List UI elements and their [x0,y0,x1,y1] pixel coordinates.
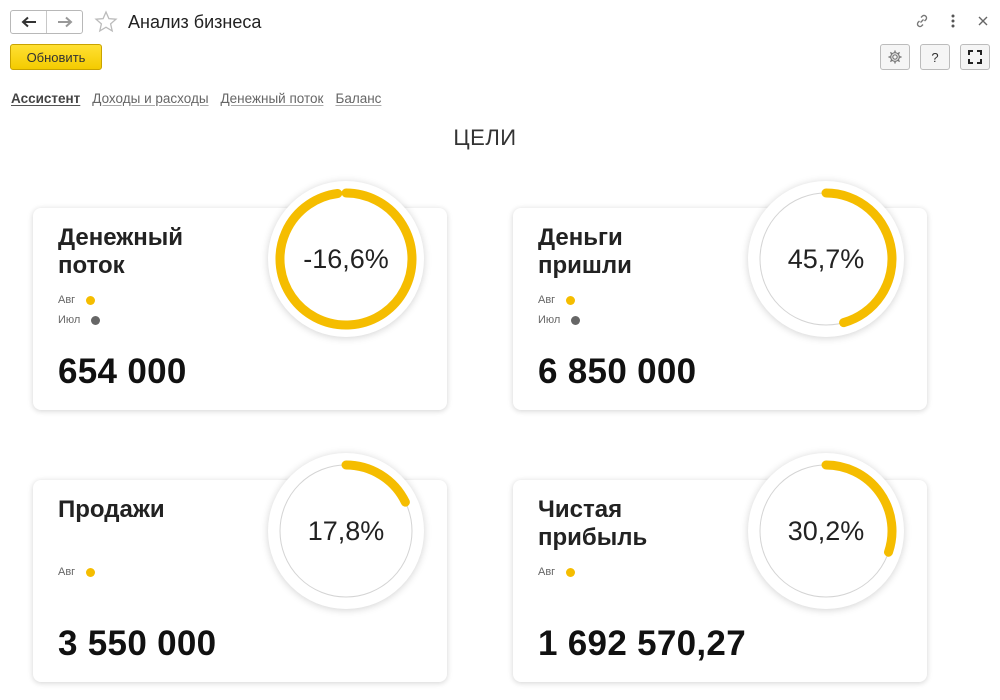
card-value: 654 000 [58,352,187,391]
ring-percent: 45,7% [787,243,865,274]
legend-dot-previous [91,315,101,325]
ring-percent: 17,8% [307,515,385,546]
settings-button[interactable] [880,44,910,70]
fullscreen-button[interactable] [960,44,990,70]
window-title: Анализ бизнеса [128,12,262,32]
ring-arc [341,460,410,507]
favorite-star-icon[interactable] [94,10,118,34]
legend-dot-current [566,567,576,577]
arrow-left-icon [21,16,36,28]
card-value: 6 850 000 [538,352,697,391]
ring-percent: -16,6% [303,243,389,274]
progress-ring: 17,8% [268,453,424,609]
report-tabs: Ассистент Доходы и расходы Денежный пото… [11,91,381,106]
tab-balance[interactable]: Баланс [335,91,382,106]
card-value: 3 550 000 [58,624,217,663]
card-title: Денежный поток [58,224,184,279]
legend-dot-current [86,567,96,577]
forward-button[interactable] [46,11,82,33]
legend-current: Авг [538,566,576,578]
fullscreen-icon [968,50,982,64]
ring-arc [275,188,417,330]
card-title: Продажи [58,496,165,523]
card-title: Чистая прибыль [538,496,648,551]
refresh-button[interactable]: Обновить [10,44,102,70]
ring-percent: 30,2% [787,515,865,546]
legend-dot-current [86,295,96,305]
legend-current: Авг [538,294,576,306]
back-button[interactable] [11,11,46,33]
tab-assistant[interactable]: Ассистент [11,91,81,106]
legend-previous: Июл [538,314,581,326]
arrow-right-icon [57,16,72,28]
card-value: 1 692 570,27 [538,624,746,663]
close-icon[interactable] [973,11,993,31]
progress-ring: 45,7% [748,181,904,337]
legend-dot-current [566,295,576,305]
ring-arc [821,188,897,328]
legend-dot-previous [571,315,581,325]
section-title: ЦЕЛИ [453,125,517,150]
tab-income-expenses[interactable]: Доходы и расходы [92,91,209,106]
gear-icon [888,50,902,64]
tab-cash-flow[interactable]: Денежный поток [220,91,324,106]
progress-ring: 30,2% [748,453,904,609]
legend-previous: Июл [58,314,101,326]
legend-current: Авг [58,294,96,306]
progress-ring: -16,6% [268,181,424,337]
link-icon[interactable] [912,11,932,31]
card-title: Деньги пришли [538,224,632,279]
legend-current: Авг [58,566,96,578]
more-menu-icon[interactable] [943,11,963,31]
history-nav [10,10,83,34]
ring-arc [821,460,897,557]
help-button[interactable]: ? [920,44,950,70]
